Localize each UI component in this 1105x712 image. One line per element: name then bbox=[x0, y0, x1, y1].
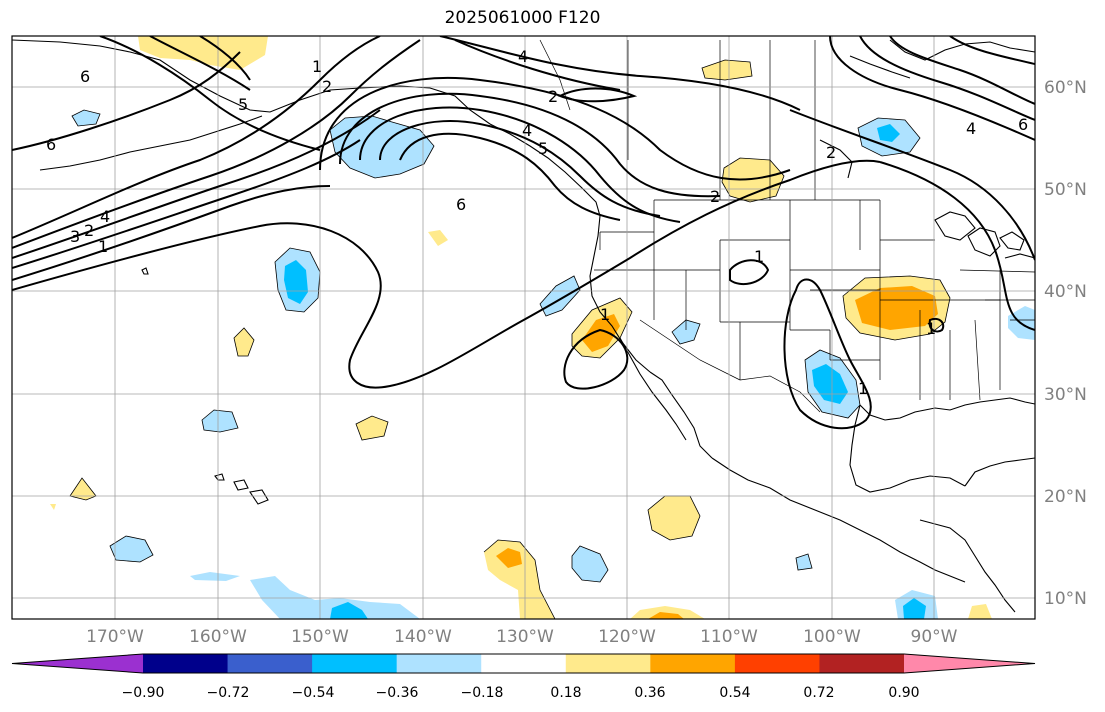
contour-label: 6 bbox=[456, 195, 466, 214]
contour-label: 2 bbox=[322, 77, 332, 96]
colorbar-extend-high bbox=[904, 654, 1035, 673]
lon-tick: 90°W bbox=[911, 627, 958, 647]
contour-labels: 6 1 4 2 4 5 6 2 4 6 2 6 1 2 3 4 5 1 1 1 … bbox=[46, 47, 1028, 398]
colorbar-tick-label: 0.72 bbox=[803, 685, 834, 701]
map-frame bbox=[11, 35, 1036, 620]
contour-label: 4 bbox=[966, 119, 976, 138]
contour-label: 3 bbox=[70, 227, 80, 246]
colorbar-tick-label: 0.36 bbox=[634, 685, 665, 701]
contour-lines bbox=[12, 36, 1035, 430]
lat-tick: 40°N bbox=[1044, 282, 1087, 302]
state-borders bbox=[594, 199, 1035, 413]
contour-label: 1 bbox=[858, 379, 868, 398]
lon-tick: 160°W bbox=[189, 627, 247, 647]
contour-label: 1 bbox=[312, 57, 322, 76]
colorbar-tick-label: −0.36 bbox=[376, 685, 419, 701]
colorbar-tick-label: −0.72 bbox=[207, 685, 250, 701]
colorbar-tick-label: 0.54 bbox=[719, 685, 750, 701]
lat-tick: 20°N bbox=[1044, 487, 1087, 507]
colorbar-segment bbox=[565, 654, 651, 673]
contour-label: 1 bbox=[98, 237, 108, 256]
colorbar-segment bbox=[650, 654, 736, 673]
map-title: 2025061000 F120 bbox=[444, 8, 601, 28]
colorbar-segment bbox=[227, 654, 313, 673]
lat-tick: 10°N bbox=[1044, 589, 1087, 609]
lat-tick: 60°N bbox=[1044, 78, 1087, 98]
contour-label: 1 bbox=[926, 319, 936, 338]
contour-label: 6 bbox=[80, 67, 90, 86]
colorbar-segment bbox=[143, 654, 229, 673]
contour-label: 6 bbox=[1018, 115, 1028, 134]
colorbar-tick-label: 0.18 bbox=[550, 685, 581, 701]
contour-label: 1 bbox=[754, 247, 764, 266]
lat-tick: 30°N bbox=[1044, 385, 1087, 405]
contour-label: 4 bbox=[518, 47, 528, 66]
colorbar bbox=[11, 653, 1036, 674]
colorbar-segment bbox=[396, 654, 482, 673]
lon-tick: 170°W bbox=[86, 627, 144, 647]
contour-label: 5 bbox=[538, 139, 548, 158]
colorbar-labels: −0.90 −0.72 −0.54 −0.36 −0.18 0.18 0.36 … bbox=[122, 685, 920, 701]
coastlines bbox=[12, 39, 1035, 613]
lon-tick: 120°W bbox=[598, 627, 656, 647]
contour-label: 1 bbox=[600, 305, 610, 324]
contour-label: 2 bbox=[84, 221, 94, 240]
longitude-ticks: 170°W 160°W 150°W 140°W 130°W 120°W 110°… bbox=[86, 627, 958, 647]
contour-label: 4 bbox=[100, 207, 110, 226]
colorbar-tick-label: −0.54 bbox=[292, 685, 335, 701]
colorbar-segment bbox=[819, 654, 905, 673]
contour-label: 4 bbox=[522, 121, 532, 140]
lon-tick: 100°W bbox=[803, 627, 861, 647]
contour-label: 2 bbox=[548, 87, 558, 106]
colorbar-segment bbox=[734, 654, 820, 673]
contour-label: 2 bbox=[826, 143, 836, 162]
lat-tick: 50°N bbox=[1044, 180, 1087, 200]
latitude-ticks: 60°N 50°N 40°N 30°N 20°N 10°N bbox=[1044, 78, 1087, 609]
colorbar-segment bbox=[481, 654, 567, 673]
contour-label: 5 bbox=[238, 95, 248, 114]
colorbar-outline bbox=[11, 653, 1036, 674]
colorbar-segment bbox=[312, 654, 398, 673]
colorbar-tick-label: 0.90 bbox=[888, 685, 919, 701]
contour-label: 2 bbox=[710, 187, 720, 206]
lon-tick: 130°W bbox=[496, 627, 554, 647]
lon-tick: 150°W bbox=[291, 627, 349, 647]
colorbar-extend-low bbox=[12, 654, 143, 673]
lon-tick: 110°W bbox=[700, 627, 758, 647]
contour-label: 6 bbox=[46, 135, 56, 154]
lon-tick: 140°W bbox=[394, 627, 452, 647]
colorbar-tick-label: −0.18 bbox=[461, 685, 504, 701]
colorbar-tick-label: −0.90 bbox=[122, 685, 165, 701]
